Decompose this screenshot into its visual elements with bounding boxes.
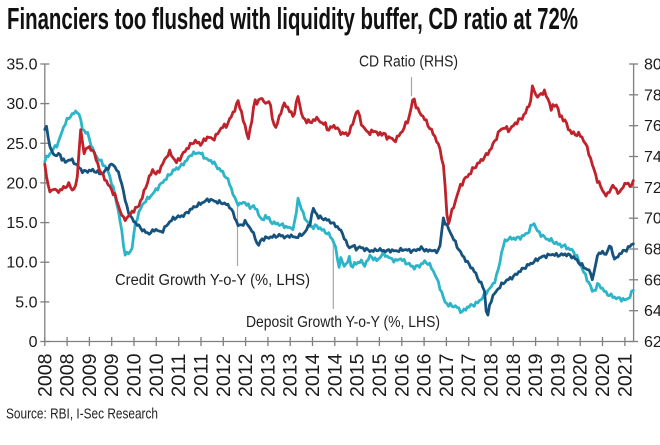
svg-text:78: 78 (644, 87, 660, 104)
svg-text:2009: 2009 (80, 354, 101, 398)
svg-text:15.0: 15.0 (6, 215, 37, 232)
svg-text:2016: 2016 (392, 354, 413, 398)
svg-text:30.0: 30.0 (6, 96, 37, 113)
svg-text:2018: 2018 (504, 354, 525, 398)
svg-text:35.0: 35.0 (6, 57, 37, 74)
svg-text:76: 76 (644, 118, 660, 135)
svg-text:2010: 2010 (125, 354, 146, 398)
svg-text:2016: 2016 (415, 354, 436, 398)
svg-text:2009: 2009 (102, 354, 123, 398)
svg-text:70: 70 (644, 211, 660, 228)
svg-text:66: 66 (644, 272, 660, 289)
svg-text:2021: 2021 (615, 354, 636, 398)
svg-text:2014: 2014 (325, 353, 346, 397)
svg-text:68: 68 (644, 242, 660, 259)
svg-text:2014: 2014 (303, 353, 324, 397)
svg-text:2019: 2019 (548, 354, 569, 398)
svg-text:2008: 2008 (58, 354, 79, 398)
svg-text:2020: 2020 (593, 354, 614, 398)
svg-text:20.0: 20.0 (6, 175, 37, 192)
svg-text:CD Ratio (RHS): CD Ratio (RHS) (359, 54, 458, 71)
svg-text:72: 72 (644, 180, 660, 197)
svg-text:62: 62 (644, 334, 660, 351)
svg-text:2018: 2018 (482, 354, 503, 398)
svg-text:2015: 2015 (370, 354, 391, 398)
svg-text:5.0: 5.0 (15, 294, 37, 311)
svg-text:2012: 2012 (236, 354, 257, 398)
svg-text:2013: 2013 (281, 354, 302, 398)
svg-text:2013: 2013 (258, 354, 279, 398)
svg-text:2017: 2017 (437, 354, 458, 398)
svg-text:80: 80 (644, 57, 660, 74)
svg-text:2017: 2017 (459, 354, 480, 398)
svg-text:2020: 2020 (571, 354, 592, 398)
svg-text:2008: 2008 (35, 354, 56, 398)
svg-text:Financiers too flushed with li: Financiers too flushed with liquidity bu… (7, 1, 578, 36)
svg-text:2010: 2010 (147, 354, 168, 398)
svg-text:64: 64 (644, 303, 660, 320)
svg-text:2015: 2015 (348, 354, 369, 398)
svg-text:2019: 2019 (526, 354, 547, 398)
svg-text:10.0: 10.0 (6, 255, 37, 272)
svg-text:0: 0 (29, 334, 38, 351)
svg-text:2011: 2011 (192, 354, 213, 398)
svg-text:74: 74 (644, 149, 660, 166)
svg-text:2012: 2012 (214, 354, 235, 398)
svg-text:Credit Growth Y-o-Y (%, LHS): Credit Growth Y-o-Y (%, LHS) (115, 272, 310, 289)
svg-text:2011: 2011 (169, 354, 190, 398)
svg-text:Deposit Growth Y-o-Y (%, LHS): Deposit Growth Y-o-Y (%, LHS) (246, 314, 440, 331)
svg-text:25.0: 25.0 (6, 136, 37, 153)
svg-text:Source: RBI, I-Sec Research: Source: RBI, I-Sec Research (6, 406, 158, 423)
